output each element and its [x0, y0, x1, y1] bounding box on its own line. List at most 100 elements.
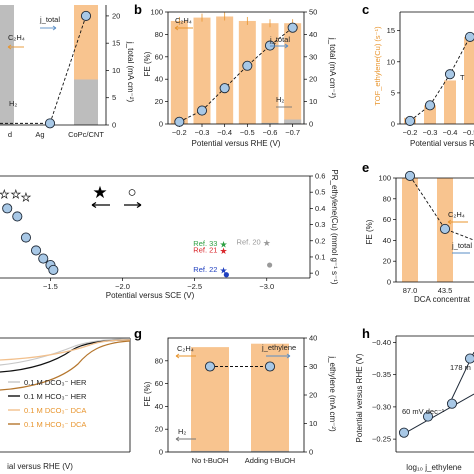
- bar-c-2: [444, 80, 456, 124]
- panel-h-points: [398, 351, 474, 438]
- ticklabel-c-y-1: 5: [391, 88, 395, 97]
- ticklabel-b-x-2: −0.4: [217, 128, 232, 137]
- ticklabel-e-x-0: 87.0: [403, 286, 418, 295]
- ticklabel-b-x-5: −0.7: [285, 128, 300, 137]
- point-d-circle-3: [30, 245, 42, 256]
- panel-b-c2h4-arrowhead: [174, 25, 179, 31]
- panel-g-h2-label: H₂: [178, 427, 186, 436]
- ticklabel-d-y2-0.6: 0.6: [315, 172, 325, 181]
- ticklabel-a-y2-5: 5: [112, 93, 116, 102]
- ticklabel-b-y-0: 0: [159, 120, 163, 129]
- ref-d-label-2: Ref. 22: [193, 265, 217, 274]
- ticklabel-b-x-3: −0.5: [240, 128, 255, 137]
- ticklabel-d-x--3: −3.0: [259, 282, 274, 291]
- bar-e-0: [402, 178, 418, 282]
- panel-b-x-label: Potential versus RHE (V): [192, 139, 281, 148]
- bar-b-h2-4: [261, 122, 279, 124]
- point-b-jtotal-1: [196, 105, 208, 116]
- ticklabel-g-x-0: No t-BuOH: [192, 456, 229, 465]
- panel-d-circle-arrow: [124, 201, 142, 209]
- ticklabel-b-y-80: 80: [155, 30, 163, 39]
- panel-e-x-ticks: 87.0 43.5: [403, 286, 453, 295]
- panel-f-curve-hco3-her: [0, 339, 131, 373]
- ticklabel-b-x-0: −0.2: [172, 128, 187, 137]
- bar-g-h2-1: [251, 450, 289, 452]
- ticklabel-e-y-60: 60: [383, 215, 391, 224]
- panel-c-y-label: TOF_ethylene(Cu) (s⁻¹): [373, 26, 382, 106]
- ticklabel-e-x-1: 43.5: [438, 286, 453, 295]
- panel-e-letter: e: [362, 160, 369, 175]
- ticklabel-b-y-60: 60: [155, 52, 163, 61]
- panel-b-jtotal-label: j_total: [269, 35, 290, 44]
- ticklabel-b-y-40: 40: [155, 75, 163, 84]
- panel-g-bars: [191, 343, 289, 452]
- ticklabel-c-y-2: 10: [387, 57, 395, 66]
- panel-a-y2-ticks: 0 5 10 15 20: [106, 11, 120, 130]
- ticklabel-b-y2-50: 50: [309, 8, 317, 17]
- ref-d-label-0: Ref. 33: [193, 239, 217, 248]
- panel-a: 0 5 10 15 20 d Ag CoPc/CNT C₂H₄ j_total H₂ j_t…: [0, 5, 135, 139]
- bar-a-cat0-h2: [0, 5, 14, 125]
- bar-b-c2h4-1: [193, 17, 211, 125]
- panel-e-c2h4-label: C₂H₄: [448, 210, 465, 219]
- bar-b-c2h4-0: [170, 20, 188, 124]
- point-d-circle-0: [2, 203, 13, 214]
- ticklabel-e-y-20: 20: [383, 257, 391, 266]
- ticklabel-g-y-80: 80: [155, 356, 163, 365]
- panel-g-y-ticks: 0 20 40 60 80: [155, 356, 168, 457]
- panel-h-x-label: log₁₀ j_ethylene: [406, 463, 462, 472]
- panel-a-jtotal-arrowhead: [52, 25, 57, 31]
- ticklabel-b-y2-30: 30: [309, 52, 317, 61]
- panel-b-h2-label: H₂: [276, 95, 284, 104]
- point-c-2: [444, 69, 456, 80]
- ticklabel-g-y2-30: 30: [309, 362, 317, 371]
- ref-d-star-3-0: ★: [263, 238, 271, 248]
- panel-a-c2h4-label: C₂H₄: [8, 33, 25, 42]
- panel-c: c TOF_ethylene(Cu) (s⁻¹) 0 5 10 15 −0.2 −0.3…: [362, 2, 474, 148]
- bar-c-1: [424, 105, 436, 124]
- panel-c-x-ticks: −0.2 −0.3 −0.4 −0.5: [403, 128, 474, 137]
- ticklabel-g-y-40: 40: [155, 402, 163, 411]
- panel-c-x-label: Potential versus RHE: [410, 139, 474, 148]
- panel-h: h Potential versus RHE (V) −0.25−0.30−0.…: [355, 326, 474, 472]
- ticklabel-b-y2-40: 40: [309, 30, 317, 39]
- panel-d-y2-ticks: 0 0.1 0.2 0.3 0.4 0.5 0.6: [310, 172, 325, 278]
- ticklabel-g-y-0: 0: [159, 448, 163, 457]
- point-c-0: [404, 115, 416, 126]
- ticklabel-h-y--0.25: −0.25: [372, 435, 391, 444]
- ticklabel-e-y-0: 0: [387, 278, 391, 287]
- panel-f-x-label: ial versus RHE (V): [7, 462, 73, 471]
- panel-d-legend-circle: ○: [127, 184, 136, 201]
- legend-dco3-her: 0.1 M DCO₃⁻ HER: [24, 378, 87, 387]
- panel-d-star-arrow: [91, 201, 110, 209]
- ticklabel-b-y-20: 20: [155, 97, 163, 106]
- panel-b-bars: [170, 12, 302, 125]
- ticklabel-d-x--1.5: −1.5: [43, 282, 58, 291]
- ticklabel-b-y2-0: 0: [309, 120, 313, 129]
- panel-a-c2h4-arrowhead: [7, 44, 12, 50]
- panel-g-jeth-label: j_ethylene: [261, 343, 296, 352]
- point-h-0: [398, 427, 410, 438]
- ticklabel-a-y2-15: 15: [112, 39, 120, 48]
- bar-b-c2h4-2: [216, 16, 234, 125]
- panel-b-y-label: FE (%): [143, 51, 152, 76]
- panel-g-y-label: FE (%): [143, 381, 152, 406]
- panel-a-x-ticks: d Ag CoPc/CNT: [8, 130, 104, 139]
- ticklabel-b-y2-20: 20: [309, 75, 317, 84]
- point-d-star-0: ★: [0, 189, 9, 201]
- ticklabel-h-y--0.35: −0.35: [372, 370, 391, 379]
- bar-b-c2h4-3: [238, 20, 256, 124]
- panel-d-points: ★ ★ ★: [0, 188, 59, 275]
- panel-h-slope2: 178 m: [450, 363, 471, 372]
- ref-d-label-3: Ref. 20: [237, 237, 261, 246]
- panel-f-curve-dco3-her: [0, 338, 131, 366]
- ticklabel-c-x-1: −0.3: [423, 128, 438, 137]
- panel-h-slope1: 60 mV dec⁻¹: [402, 407, 445, 416]
- panel-g: g FE (%) 0 20 40 60 80 0 10 20 30 40 No t-BuOH Ad…: [134, 326, 337, 465]
- ticklabel-g-x-1: Adding t-BuOH: [245, 456, 295, 465]
- panel-d-x-label: Potential versus SCE (V): [106, 291, 195, 300]
- point-a-jtotal-2: [80, 10, 92, 21]
- ticklabel-c-y-3: 15: [387, 26, 395, 35]
- ticklabel-g-y2-0: 0: [309, 448, 313, 457]
